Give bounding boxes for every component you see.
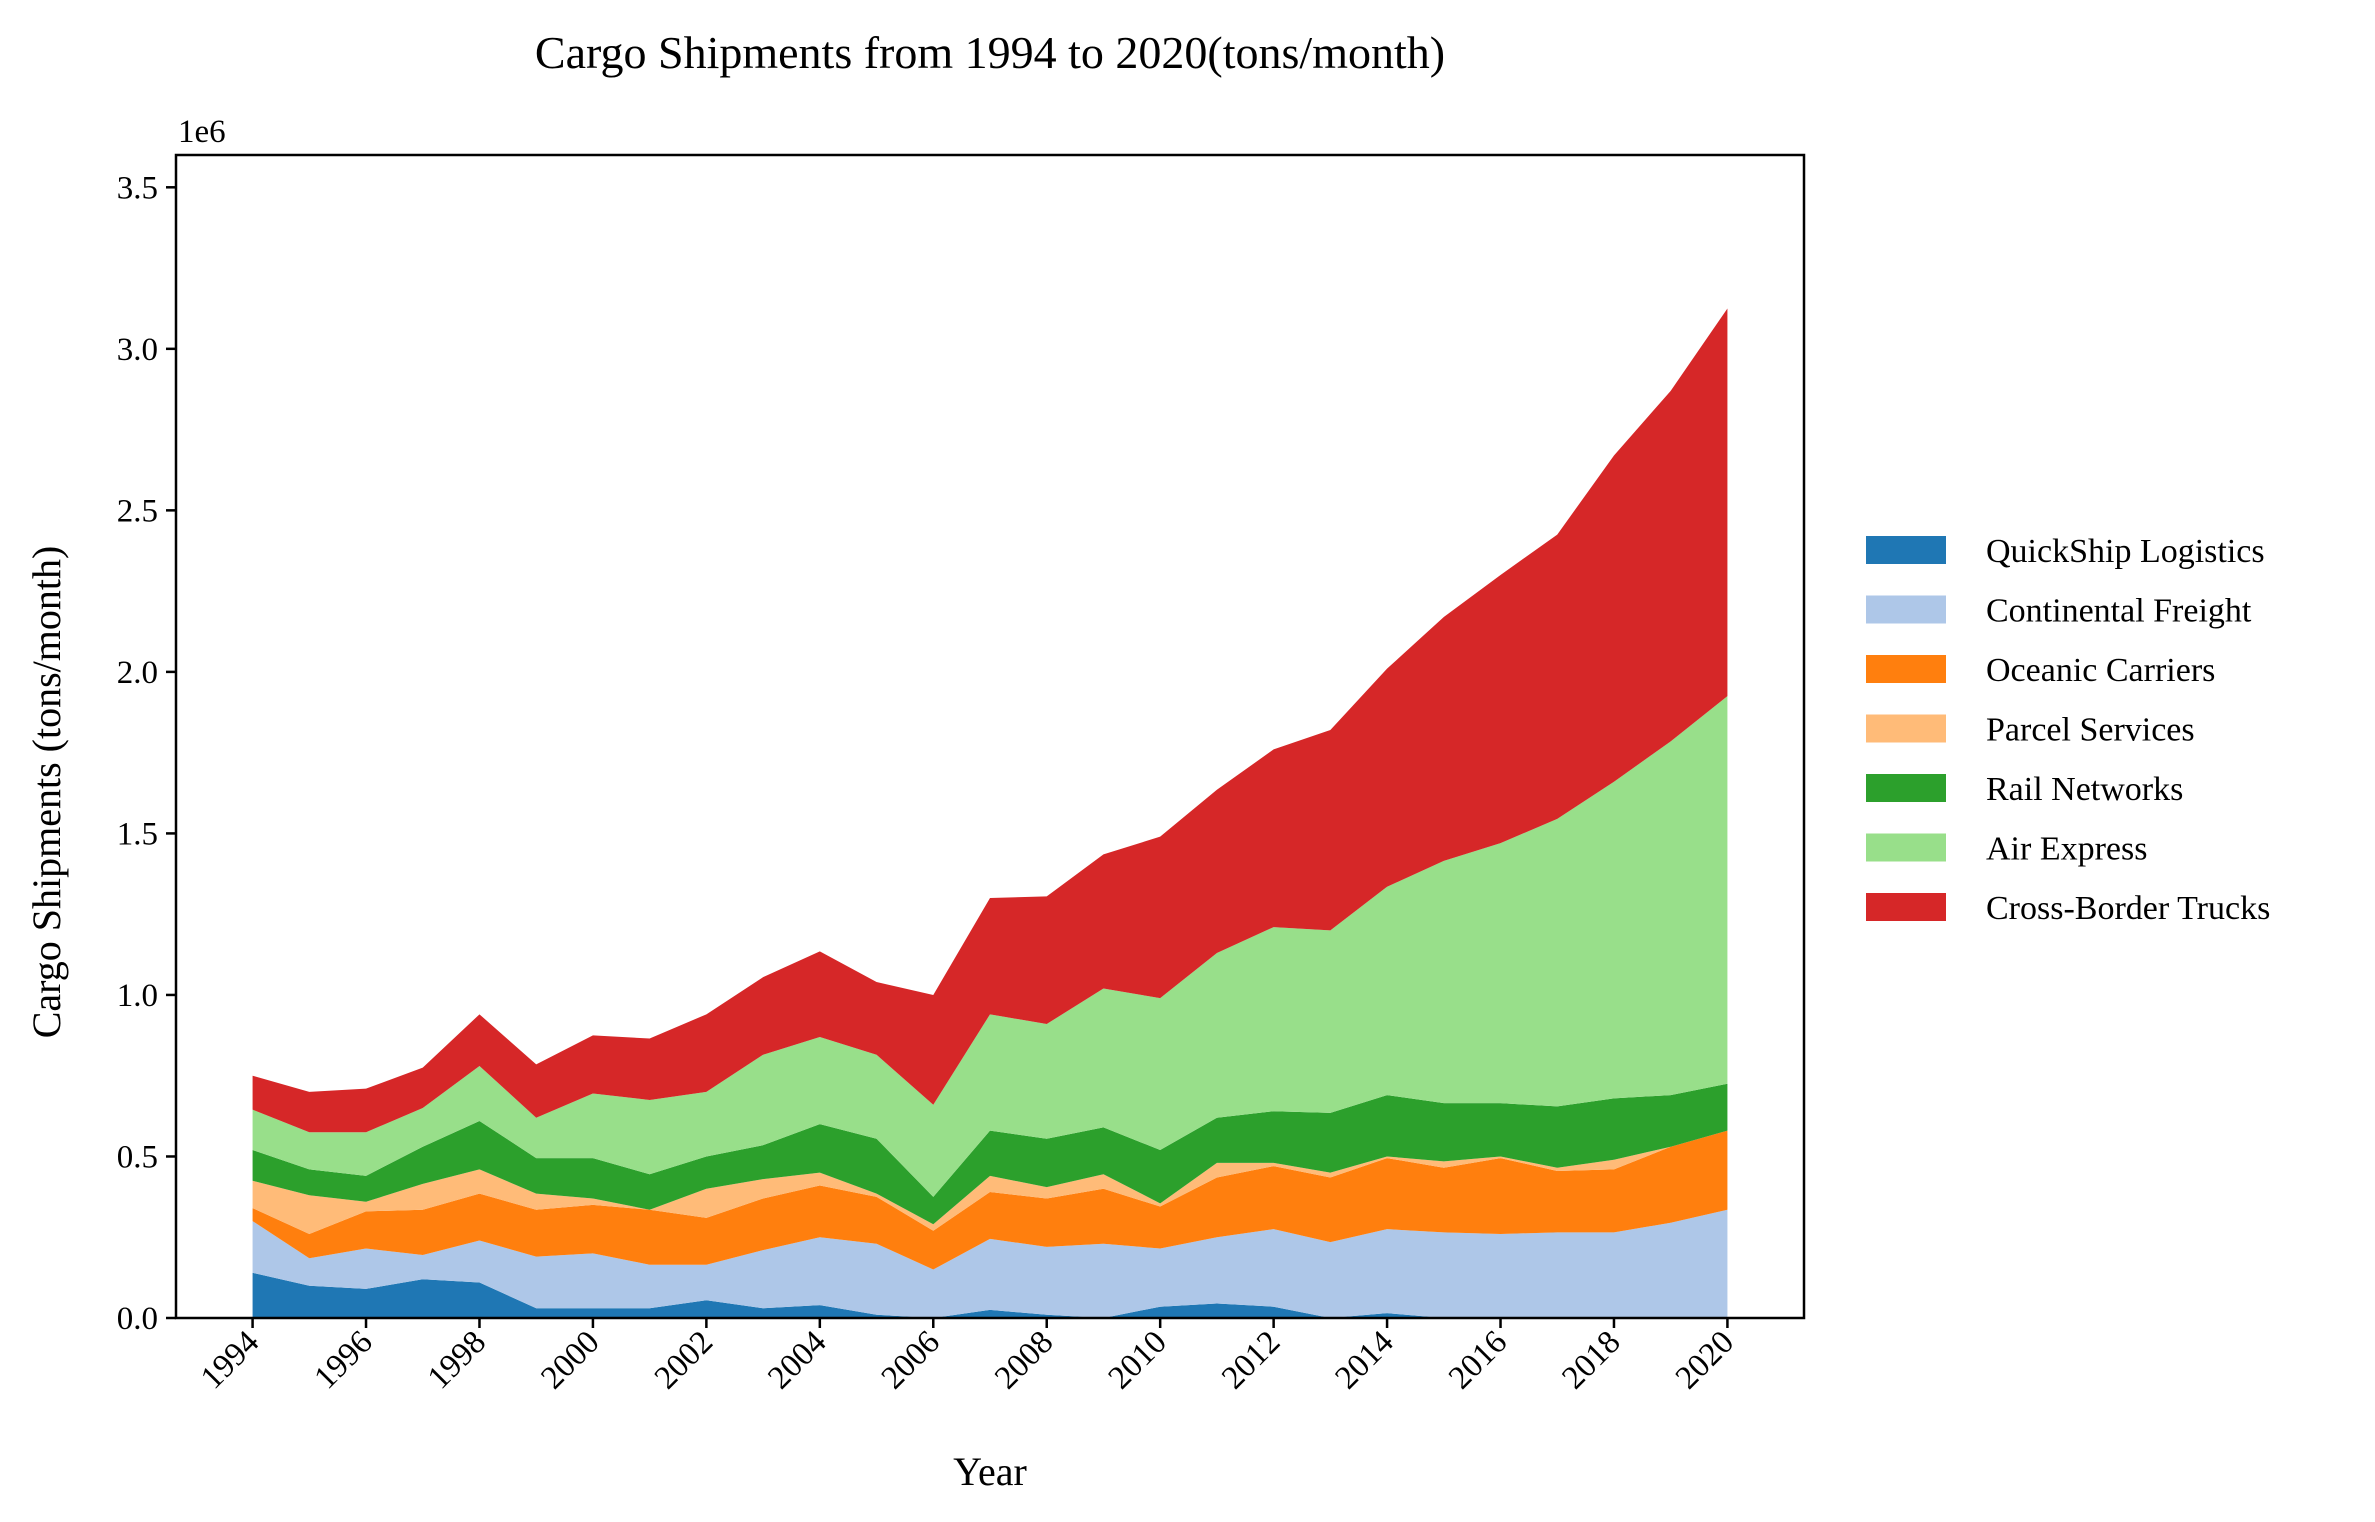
legend-label: Cross-Border Trucks — [1986, 890, 2270, 927]
legend-label: Parcel Services — [1986, 712, 2195, 749]
legend: QuickShip Logistics Continental Freight Oc… — [1866, 533, 2270, 927]
y-tick-label: 2.0 — [117, 655, 158, 691]
x-tick-label: 2000 — [534, 1324, 606, 1396]
x-tick-label: 2004 — [761, 1324, 833, 1396]
legend-label: Rail Networks — [1986, 771, 2183, 808]
legend-swatch — [1866, 774, 1946, 802]
x-axis-label: Year — [953, 1449, 1027, 1494]
plot-areas — [252, 308, 1728, 1318]
legend-label: Oceanic Carriers — [1986, 652, 2215, 689]
legend-swatch — [1866, 655, 1946, 683]
legend-label: Air Express — [1986, 831, 2147, 868]
y-tick-label: 1.5 — [117, 816, 158, 852]
x-tick-label: 2012 — [1215, 1324, 1287, 1396]
x-tick-label: 1996 — [308, 1324, 380, 1396]
x-tick-label: 2010 — [1102, 1324, 1174, 1396]
y-axis-offset-label: 1e6 — [178, 114, 226, 150]
x-tick-label: 1998 — [421, 1324, 493, 1396]
chart-title: Cargo Shipments from 1994 to 2020(tons/m… — [535, 27, 1445, 78]
legend-label: Continental Freight — [1986, 593, 2252, 630]
plot-frame — [174, 153, 1806, 1320]
x-tick-label: 2014 — [1329, 1324, 1401, 1396]
legend-swatch — [1866, 714, 1946, 743]
x-axis: 1994 1996 1998 2000 2002 2004 2006 2008 2010 2012… — [194, 1318, 1741, 1396]
x-tick-label: 2002 — [648, 1324, 720, 1396]
area-series-0 — [252, 1272, 1728, 1318]
x-tick-label: 2016 — [1442, 1324, 1514, 1396]
x-tick-label: 1994 — [194, 1324, 266, 1396]
x-tick-label: 2006 — [875, 1324, 947, 1396]
legend-swatch — [1866, 595, 1946, 624]
legend-label: QuickShip Logistics — [1986, 533, 2265, 570]
legend-swatch — [1866, 893, 1946, 921]
y-axis: 0.0 0.5 1.0 1.5 2.0 2.5 3.0 3.5 — [117, 170, 176, 1337]
y-tick-label: 0.5 — [117, 1139, 158, 1175]
x-tick-label: 2008 — [988, 1324, 1060, 1396]
legend-swatch — [1866, 833, 1946, 862]
y-tick-label: 3.0 — [117, 332, 158, 368]
area-series-1 — [252, 1209, 1728, 1318]
legend-swatch — [1866, 536, 1946, 564]
y-tick-label: 1.0 — [117, 978, 158, 1014]
area-series-5 — [252, 696, 1728, 1197]
area-series-2 — [252, 1130, 1728, 1270]
area-series-3 — [252, 1130, 1728, 1235]
area-series-6 — [252, 308, 1728, 1133]
x-tick-label: 2018 — [1556, 1324, 1628, 1396]
y-tick-label: 2.5 — [117, 493, 158, 529]
area-series-4 — [252, 1083, 1728, 1225]
y-tick-label: 0.0 — [117, 1301, 158, 1337]
y-axis-label: Cargo Shipments (tons/month) — [24, 546, 69, 1039]
y-tick-label: 3.5 — [117, 170, 158, 206]
x-tick-label: 2020 — [1669, 1324, 1741, 1396]
